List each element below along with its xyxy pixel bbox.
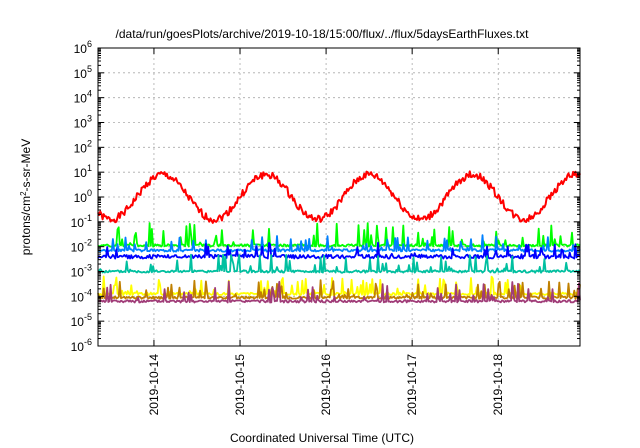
y-tick-exponent: -6 bbox=[84, 337, 92, 347]
y-tick-base: 10 bbox=[74, 191, 88, 205]
y-tick-base: 10 bbox=[71, 216, 85, 230]
series-line-1 bbox=[97, 222, 581, 248]
x-tick-label: 2019-10-15 bbox=[233, 354, 247, 416]
y-tick-exponent: -4 bbox=[84, 287, 92, 297]
chart-title: /data/run/goesPlots/archive/2019-10-18/1… bbox=[116, 27, 530, 41]
y-tick-label: 10-2 bbox=[71, 238, 92, 255]
y-tick-base: 10 bbox=[71, 266, 85, 280]
x-tick-label: 2019-10-17 bbox=[405, 354, 419, 416]
y-tick-exponent: -2 bbox=[84, 238, 92, 248]
x-tick-label: 2019-10-16 bbox=[319, 354, 333, 416]
y-tick-base: 10 bbox=[74, 141, 88, 155]
y-tick-label: 10-5 bbox=[71, 312, 92, 329]
y-tick-base: 10 bbox=[71, 315, 85, 329]
y-tick-label: 103 bbox=[74, 114, 92, 131]
y-label-prefix: protons/cm bbox=[19, 196, 33, 255]
series-line-3 bbox=[97, 241, 581, 260]
y-tick-exponent: 1 bbox=[87, 163, 92, 173]
x-axis-ticks: 2019-10-14 2019-10-15 2019-10-16 2019-10-17… bbox=[147, 48, 505, 415]
y-tick-label: 100 bbox=[74, 188, 92, 205]
series-line-0 bbox=[97, 170, 581, 224]
y-tick-base: 10 bbox=[74, 42, 88, 56]
y-tick-exponent: -5 bbox=[84, 312, 92, 322]
y-tick-label: 104 bbox=[74, 89, 92, 106]
x-axis-label: Coordinated Universal Time (UTC) bbox=[230, 431, 414, 445]
series-line-7 bbox=[97, 280, 581, 304]
y-tick-base: 10 bbox=[71, 241, 85, 255]
y-tick-base: 10 bbox=[71, 290, 85, 304]
series-line-6 bbox=[97, 279, 581, 300]
y-tick-exponent: -3 bbox=[84, 263, 92, 273]
y-tick-exponent: 2 bbox=[87, 138, 92, 148]
y-tick-label: 10-3 bbox=[71, 263, 92, 280]
y-axis-ticks: 10610510410310210110010-110-210-310-410-… bbox=[71, 39, 580, 354]
y-tick-exponent: 3 bbox=[87, 114, 92, 124]
y-tick-exponent: 0 bbox=[87, 188, 92, 198]
y-tick-base: 10 bbox=[74, 166, 88, 180]
series-line-4 bbox=[97, 253, 581, 274]
y-tick-label: 10-6 bbox=[71, 337, 92, 354]
series-line-2 bbox=[97, 234, 581, 253]
y-axis-label: protons/cm2-s-sr-MeV bbox=[19, 139, 34, 255]
y-tick-label: 10-1 bbox=[71, 213, 92, 230]
y-tick-base: 10 bbox=[74, 92, 88, 106]
y-tick-label: 105 bbox=[74, 64, 92, 81]
y-tick-exponent: -1 bbox=[84, 213, 92, 223]
y-tick-label: 102 bbox=[74, 138, 92, 155]
y-tick-label: 10-4 bbox=[71, 287, 92, 304]
series-lines bbox=[97, 170, 581, 304]
y-label-suffix: -s-sr-MeV bbox=[19, 139, 33, 192]
y-tick-label: 106 bbox=[74, 39, 92, 56]
y-label-sup: 2 bbox=[19, 191, 28, 196]
y-tick-base: 10 bbox=[74, 117, 88, 131]
y-tick-exponent: 6 bbox=[87, 39, 92, 49]
y-tick-exponent: 4 bbox=[87, 89, 92, 99]
y-tick-label: 101 bbox=[74, 163, 92, 180]
y-tick-exponent: 5 bbox=[87, 64, 92, 74]
x-tick-label: 2019-10-18 bbox=[491, 354, 505, 416]
y-tick-base: 10 bbox=[71, 340, 85, 354]
x-tick-label: 2019-10-14 bbox=[147, 354, 161, 416]
y-tick-base: 10 bbox=[74, 67, 88, 81]
